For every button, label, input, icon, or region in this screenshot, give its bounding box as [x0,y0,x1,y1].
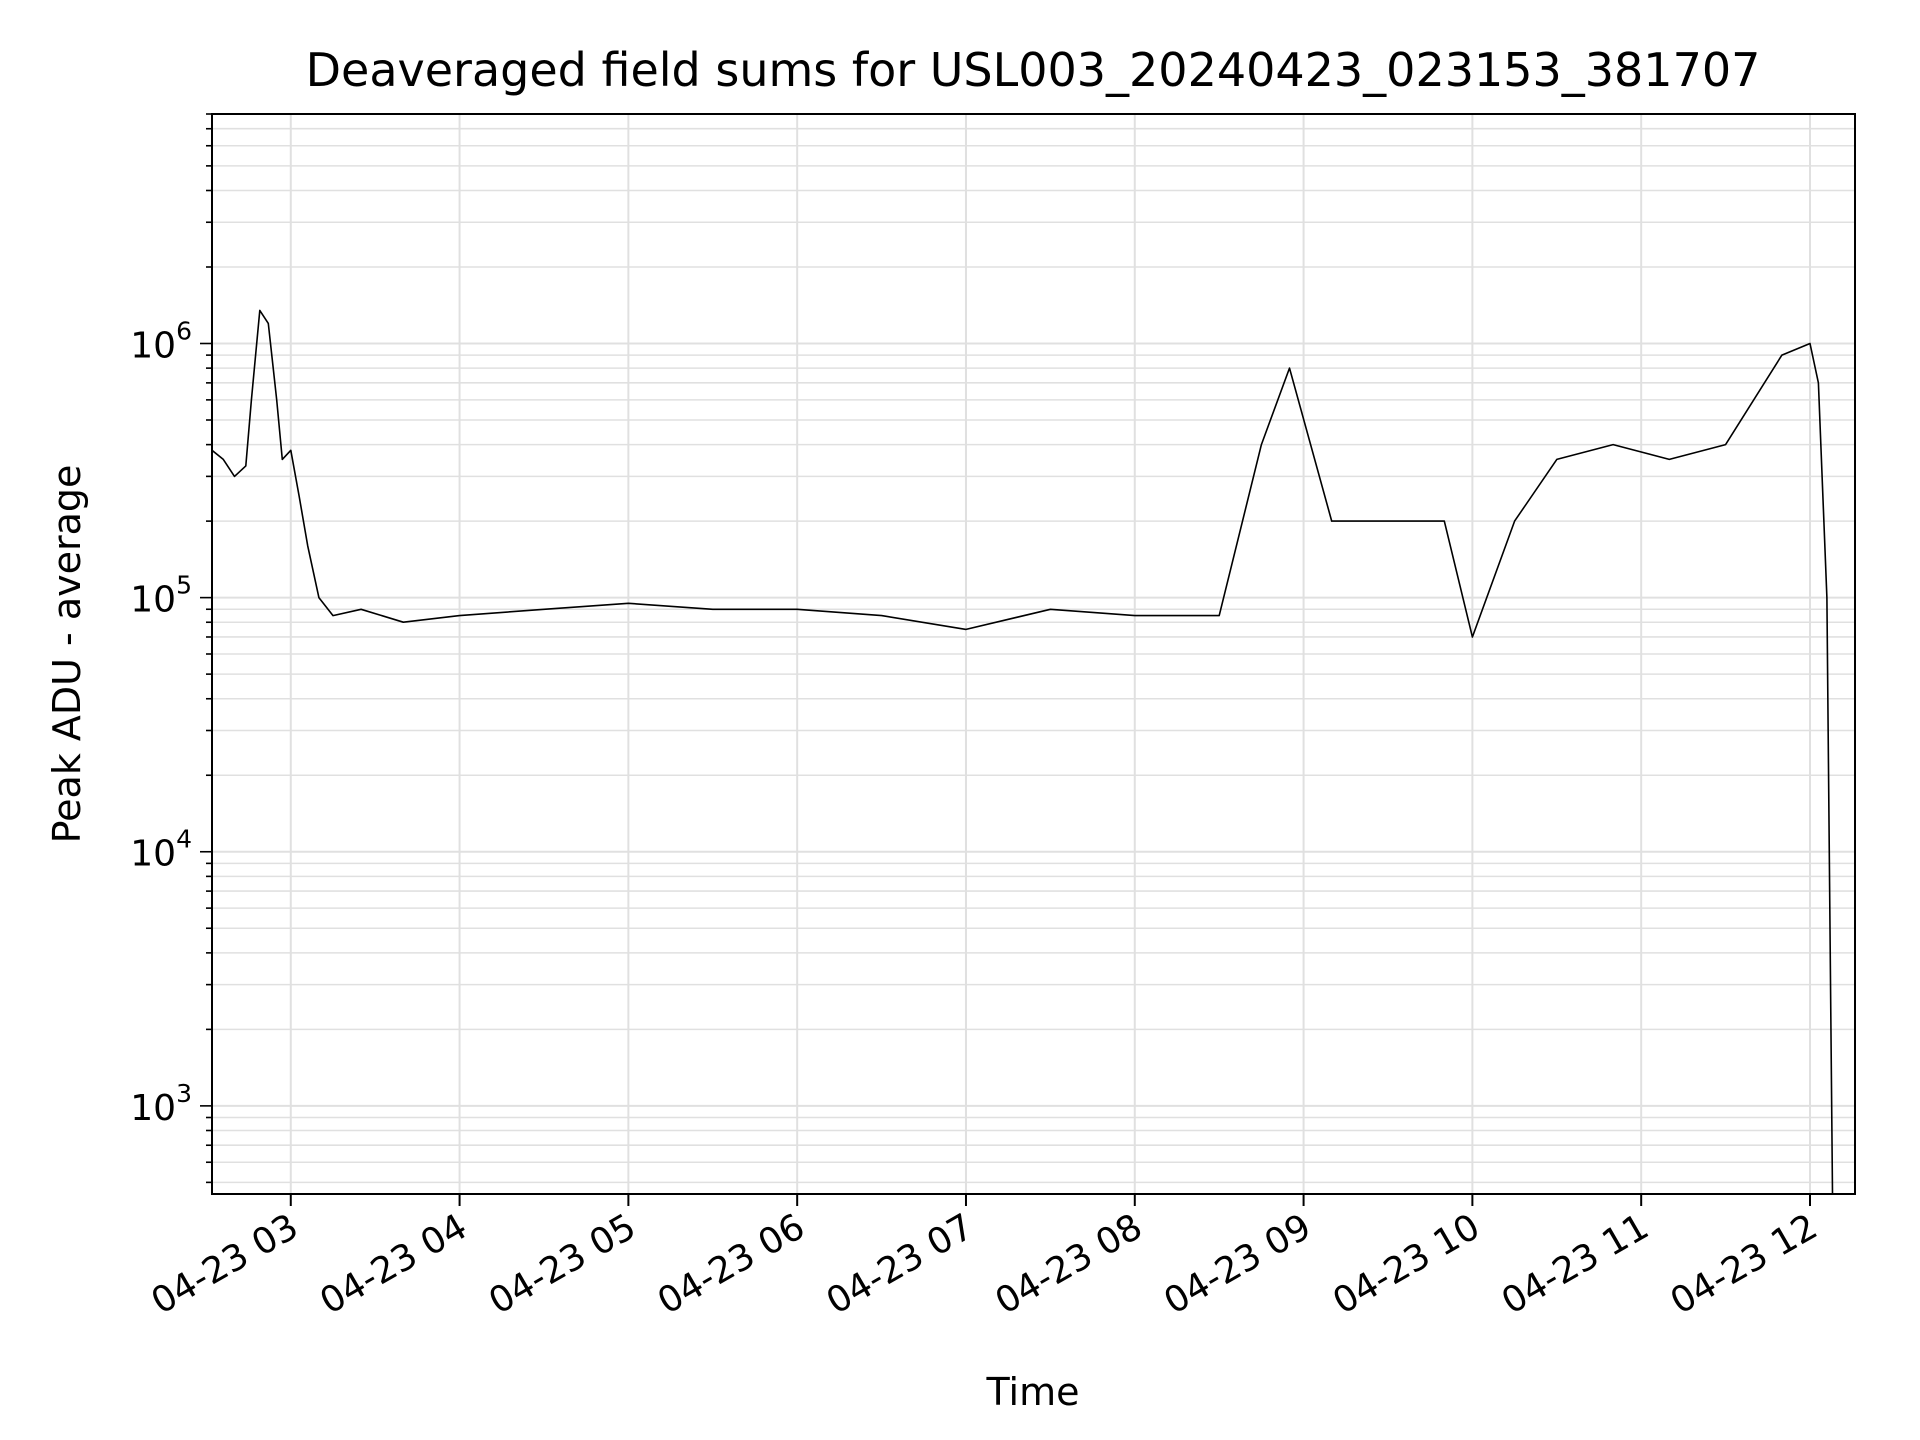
y-tick-base: 10 [130,580,176,621]
y-tick-exponent: 5 [176,571,192,600]
y-tick-label: 104 [130,825,192,875]
y-tick-label: 106 [130,316,192,366]
chart-title: Deaveraged field sums for USL003_2024042… [306,43,1761,97]
y-tick-label: 105 [130,571,192,621]
x-axis-label: Time [986,1370,1080,1414]
y-tick-exponent: 4 [176,825,192,854]
y-tick-exponent: 3 [176,1079,192,1108]
grid-lines [212,113,1855,1194]
y-tick-base: 10 [130,1088,176,1129]
series-layer [212,309,1834,1194]
y-tick-label: 103 [130,1079,192,1129]
y-tick-base: 10 [130,325,176,366]
y-tick-exponent: 6 [176,316,192,345]
y-tick-base: 10 [130,834,176,875]
series-line-0 [212,309,1834,1194]
y-axis-label: Peak ADU - average [45,465,89,844]
